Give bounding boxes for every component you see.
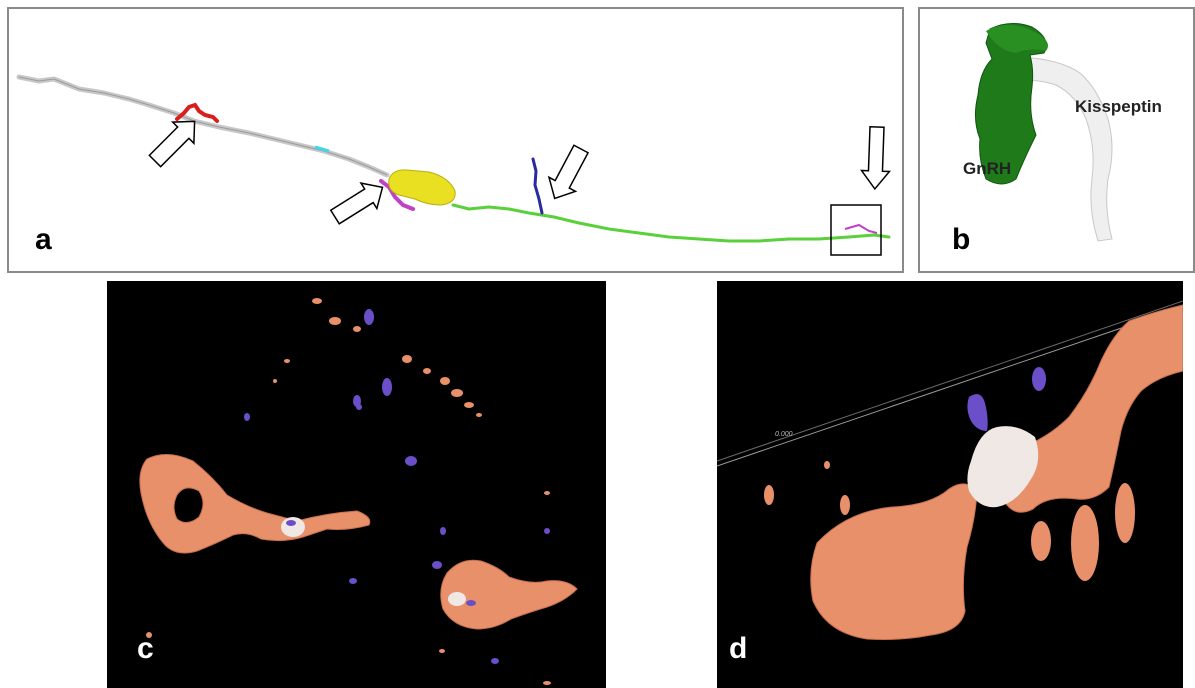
arrow-down-left-icon [547,144,590,200]
contact-3d-render [974,23,1113,242]
contact-white-d [967,426,1039,508]
confocal-render-c [139,298,578,685]
contact-magenta-distal [844,223,878,234]
kisspeptin-3d-fiber [1019,56,1113,242]
contact-blue [531,157,544,215]
scale-line-1 [717,306,1183,467]
panel-letter-a: a [35,223,52,256]
gnrh-soma [388,169,456,206]
panel-c: c [107,281,606,688]
panel-a: a [7,7,904,273]
contact-purple-c [286,520,296,526]
panel-d: 0.000 d [717,281,1183,688]
purple-contact-d [967,394,988,431]
panel-b: Kisspeptin GnRH b [918,7,1195,273]
orange-blobs-d [764,461,1135,581]
kisspeptin-fiber-edge [18,76,388,176]
render-3d-d [717,300,1183,640]
contact-white-c [281,517,305,537]
contact-white-c2 [448,592,466,606]
gnrh-label: GnRH [963,159,1012,178]
gnrh-fiber [451,203,891,243]
cell-right [440,559,578,630]
panel-letter-c: c [137,632,154,665]
contact-magenta [379,179,415,211]
soma-d [810,483,978,640]
contact-purple-c2 [466,600,476,606]
neuron-trace-diagram [16,74,892,256]
gnrh-3d-cap [986,24,1048,53]
cell-left [139,454,371,554]
panel-letter-d: d [729,632,748,665]
scale-line-2 [717,300,1183,462]
kisspeptin-label: Kisspeptin [1075,97,1162,116]
inset-box [830,204,882,256]
arrow-up-right-2-icon [329,182,384,225]
scale-readout: 0.000 [775,431,793,438]
panel-letter-b: b [952,223,971,256]
purple-punctum-d [1032,367,1046,391]
orange-puncta [146,298,551,685]
contact-cyan [314,145,330,153]
kisspeptin-fiber [16,74,390,178]
contact-red [175,102,219,123]
arrow-up-right-1-icon [148,120,196,168]
arrow-down-icon [859,125,892,191]
